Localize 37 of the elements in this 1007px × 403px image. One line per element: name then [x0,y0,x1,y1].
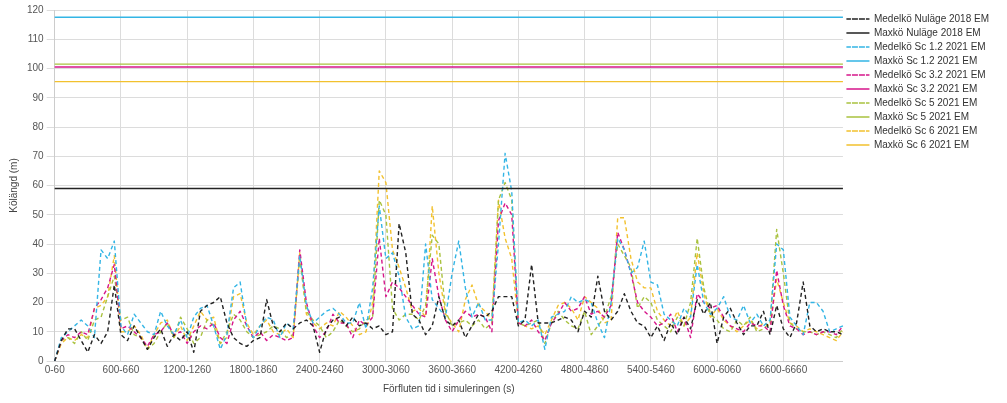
y-tick-label: 120 [27,3,45,15]
x-tick-label: 4200-4260 [494,363,543,375]
y-tick-label: 80 [32,120,45,132]
legend-label: Maxkö Sc 1.2 2021 EM [873,54,978,66]
legend-label: Maxkö Sc 6 2021 EM [873,138,969,150]
y-tick-label: 60 [32,179,45,191]
y-tick-label: 50 [32,208,45,220]
y-tick-label: 100 [27,62,45,74]
x-tick-label: 6600-6660 [759,363,808,375]
legend-label: Medelkö Sc 1.2 2021 EM [873,40,986,52]
x-tick-label: 3000-3060 [361,363,411,375]
legend-label: Maxkö Sc 5 2021 EM [873,110,969,122]
x-tick-label: 600-660 [102,363,140,375]
y-tick-label: 10 [32,325,45,337]
y-tick-label: 40 [32,237,45,249]
x-tick-label: 3600-3660 [428,363,477,375]
x-tick-label: 1200-1260 [163,363,212,375]
y-axis-title: Kölängd (m) [7,158,19,213]
x-axis-title: Förfluten tid i simuleringen (s) [382,382,515,394]
y-tick-label: 20 [32,296,45,308]
legend-label: Medelkö Sc 6 2021 EM [873,124,978,136]
y-tick-label: 30 [32,267,45,278]
legend-label: Medelkö Nuläge 2018 EM [873,12,990,24]
legend-label: Medelkö Sc 3.2 2021 EM [873,68,986,80]
y-tick-label: 110 [27,33,45,44]
x-tick-label: 5400-5460 [626,363,676,375]
y-tick-label: 0 [38,354,45,366]
x-tick-label: 4800-4860 [560,363,609,375]
legend-label: Medelkö Sc 5 2021 EM [873,96,978,108]
legend-label: Maxkö Sc 3.2 2021 EM [873,82,978,94]
y-tick-label: 90 [32,91,45,103]
x-tick-label: 2400-2460 [295,363,344,375]
x-tick-label: 0-60 [44,363,66,375]
y-tick-label: 70 [32,150,45,161]
x-tick-label: 6000-6060 [693,363,742,375]
x-tick-label: 1800-1860 [229,363,278,375]
legend-label: Maxkö Nuläge 2018 EM [873,26,981,38]
